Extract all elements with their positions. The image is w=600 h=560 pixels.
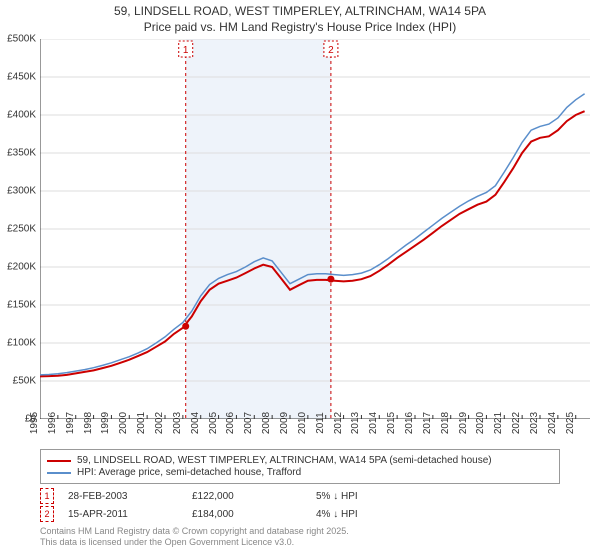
xtick-label: 2008 <box>261 412 272 434</box>
xtick-label: 2022 <box>511 412 522 434</box>
marker-num-box: 1 <box>40 488 54 504</box>
legend-label: 59, LINDSELL ROAD, WEST TIMPERLEY, ALTRI… <box>77 455 492 466</box>
xtick-label: 2005 <box>207 412 218 434</box>
xtick-label: 2002 <box>154 412 165 434</box>
marker-num-box: 2 <box>40 506 54 522</box>
footnote-line-2: This data is licensed under the Open Gov… <box>40 537 560 548</box>
xtick-label: 1998 <box>82 412 93 434</box>
marker-label-text: 2 <box>328 45 334 56</box>
footnote: Contains HM Land Registry data © Crown c… <box>40 526 560 548</box>
legend: 59, LINDSELL ROAD, WEST TIMPERLEY, ALTRI… <box>40 449 560 484</box>
legend-label: HPI: Average price, semi-detached house,… <box>77 467 301 478</box>
xtick-label: 2001 <box>136 412 147 434</box>
legend-item: 59, LINDSELL ROAD, WEST TIMPERLEY, ALTRI… <box>47 455 553 466</box>
xtick-label: 2009 <box>279 412 290 434</box>
ytick-label: £350K <box>7 148 36 159</box>
xtick-label: 2007 <box>243 412 254 434</box>
xtick-label: 2019 <box>457 412 468 434</box>
ytick-label: £450K <box>7 72 36 83</box>
marker-diff: 5% ↓ HPI <box>316 491 358 502</box>
xtick-label: 2010 <box>297 412 308 434</box>
marker-table: 1 28-FEB-2003 £122,000 5% ↓ HPI 2 15-APR-2011… <box>40 488 560 522</box>
legend-swatch <box>47 472 71 474</box>
xtick-label: 2003 <box>172 412 183 434</box>
marker-date: 28-FEB-2003 <box>68 491 178 502</box>
xtick-label: 2006 <box>225 412 236 434</box>
marker-row: 2 15-APR-2011 £184,000 4% ↓ HPI <box>40 506 560 522</box>
xtick-label: 1995 <box>29 412 40 434</box>
marker-label-text: 1 <box>183 45 189 56</box>
xtick-label: 1999 <box>100 412 111 434</box>
xtick-label: 2012 <box>332 412 343 434</box>
title-line-1: 59, LINDSELL ROAD, WEST TIMPERLEY, ALTRI… <box>0 4 600 20</box>
xtick-label: 2023 <box>529 412 540 434</box>
xtick-label: 2024 <box>547 412 558 434</box>
ytick-label: £150K <box>7 300 36 311</box>
legend-item: HPI: Average price, semi-detached house,… <box>47 467 553 478</box>
ytick-label: £100K <box>7 338 36 349</box>
xtick-label: 2025 <box>565 412 576 434</box>
ytick-label: £250K <box>7 224 36 235</box>
ytick-label: £50K <box>13 376 36 387</box>
marker-point <box>327 276 334 283</box>
marker-diff: 4% ↓ HPI <box>316 509 358 520</box>
ytick-label: £500K <box>7 34 36 45</box>
xtick-label: 2021 <box>493 412 504 434</box>
marker-price: £122,000 <box>192 491 302 502</box>
chart-container: 59, LINDSELL ROAD, WEST TIMPERLEY, ALTRI… <box>0 0 600 560</box>
xtick-label: 2014 <box>368 412 379 434</box>
footnote-line-1: Contains HM Land Registry data © Crown c… <box>40 526 560 537</box>
xtick-label: 2017 <box>422 412 433 434</box>
title-line-2: Price paid vs. HM Land Registry's House … <box>0 20 600 36</box>
xtick-label: 2018 <box>440 412 451 434</box>
xtick-label: 2015 <box>386 412 397 434</box>
xtick-label: 1996 <box>47 412 58 434</box>
xtick-label: 2000 <box>118 412 129 434</box>
chart-area: 12 £0£50K£100K£150K£200K£250K£300K£350K£… <box>40 39 590 419</box>
ytick-label: £200K <box>7 262 36 273</box>
marker-row: 1 28-FEB-2003 £122,000 5% ↓ HPI <box>40 488 560 504</box>
xtick-label: 2013 <box>350 412 361 434</box>
xtick-label: 2011 <box>315 412 326 434</box>
xtick-label: 1997 <box>65 412 76 434</box>
marker-date: 15-APR-2011 <box>68 509 178 520</box>
xtick-label: 2016 <box>404 412 415 434</box>
marker-price: £184,000 <box>192 509 302 520</box>
chart-title: 59, LINDSELL ROAD, WEST TIMPERLEY, ALTRI… <box>0 0 600 39</box>
ytick-label: £300K <box>7 186 36 197</box>
plot-svg: 12 <box>40 39 590 419</box>
marker-point <box>182 323 189 330</box>
legend-swatch <box>47 460 71 462</box>
ytick-label: £400K <box>7 110 36 121</box>
xtick-label: 2004 <box>190 412 201 434</box>
xtick-label: 2020 <box>475 412 486 434</box>
